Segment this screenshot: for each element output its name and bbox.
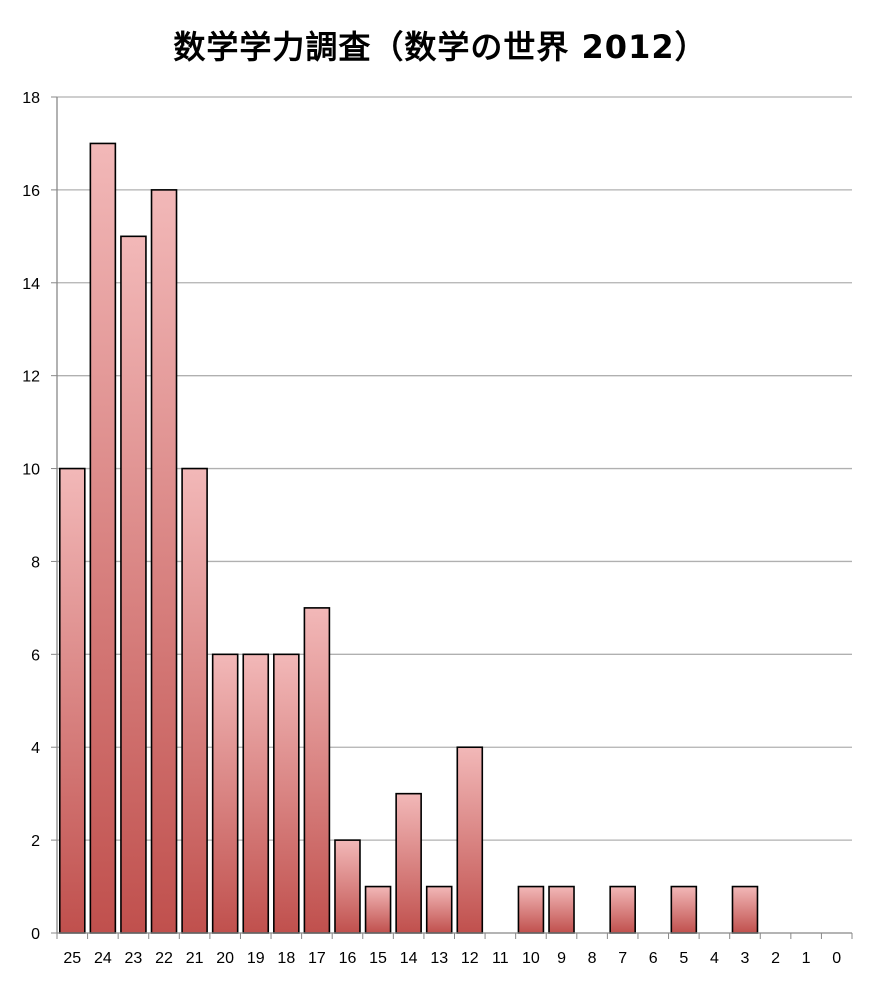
bar-14 [395,792,422,934]
bar-24 [89,142,117,934]
x-tick-label: 19 [247,950,265,967]
x-tick-label: 9 [557,950,566,967]
y-tick-label: 18 [22,90,40,107]
x-tick-label: 4 [710,950,719,967]
bar-7 [609,885,636,934]
x-tick-label: 12 [461,950,479,967]
bar-13 [425,885,453,934]
x-tick-label: 20 [216,950,234,967]
x-tick-label: 25 [63,950,81,967]
bar-20 [211,653,239,934]
bar-3 [731,885,759,934]
y-tick-label: 0 [31,926,40,943]
y-tick-label: 10 [22,462,40,479]
x-tick-label: 2 [771,950,780,967]
bar-21 [181,467,208,934]
chart-title: 数学学力調査（数学の世界 2012） [173,28,708,66]
bar-15 [364,885,392,934]
bar-18 [273,653,300,934]
x-tick-label: 10 [522,950,540,967]
x-tick-label: 11 [492,950,509,967]
axes [51,96,853,939]
x-tick-label: 15 [369,950,387,967]
x-tick-label: 8 [588,950,597,967]
x-tick-label: 6 [649,950,658,967]
x-tick-label: 3 [741,950,750,967]
x-tick-label: 23 [125,950,143,967]
x-tick-label: 13 [430,950,448,967]
x-tick-label: 16 [339,950,357,967]
x-tick-label: 24 [94,950,112,967]
x-tick-label: 22 [155,950,173,967]
x-tick-label: 5 [679,950,688,967]
x-tick-label: 17 [308,950,326,967]
bars [58,142,759,934]
x-tick-label: 18 [277,950,295,967]
x-tick-label: 14 [400,950,418,967]
bar-19 [242,653,270,934]
bar-12 [456,746,484,934]
bar-17 [303,607,331,934]
y-tick-label: 4 [31,740,40,757]
bar-9 [548,885,575,934]
y-tick-label: 6 [31,647,40,664]
bar-23 [120,235,147,934]
y-tick-label: 12 [22,369,40,386]
x-tick-label: 21 [186,950,204,967]
bar-10 [517,885,545,934]
bar-25 [58,467,86,934]
x-tick-label: 7 [618,950,627,967]
bar-22 [150,189,178,934]
x-tick-label: 0 [832,950,841,967]
x-tick-label: 1 [802,950,811,967]
y-tick-label: 2 [31,833,40,850]
bar-16 [334,839,361,934]
y-tick-label: 8 [31,554,40,571]
y-tick-label: 16 [22,183,40,200]
y-tick-label: 14 [22,276,40,293]
bar-5 [670,885,698,934]
